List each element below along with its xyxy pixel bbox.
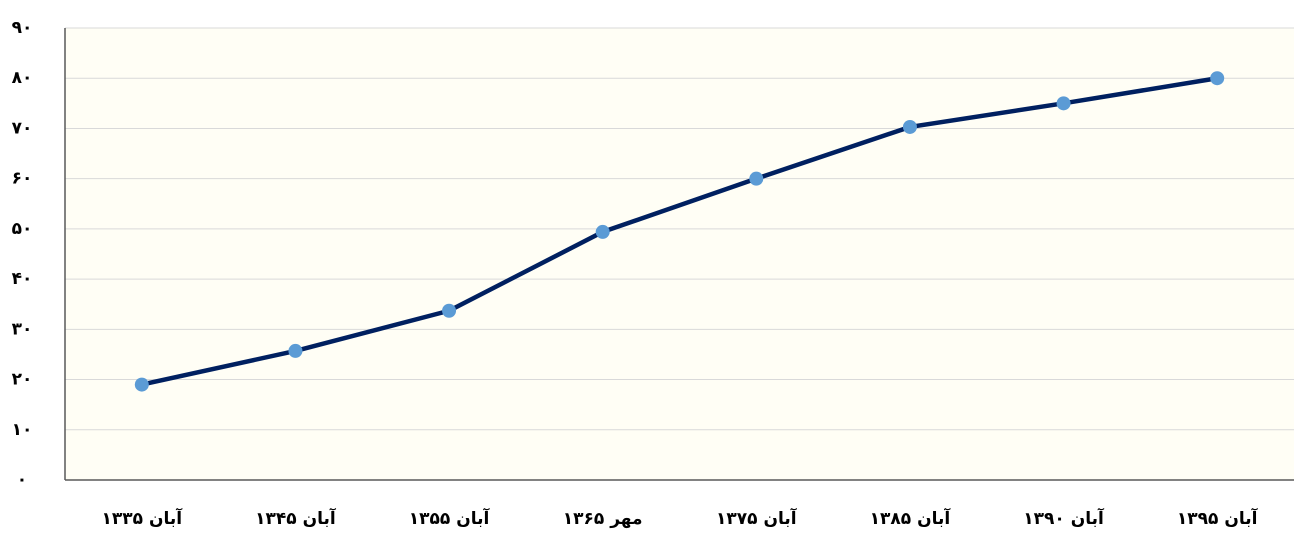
y-tick-label: ۰ xyxy=(17,470,27,490)
x-tick-label: آبان ۱۳۵۵ xyxy=(409,507,491,529)
data-point xyxy=(749,171,764,186)
data-point xyxy=(1056,96,1071,111)
y-tick-label: ۱۰ xyxy=(12,420,33,440)
data-point xyxy=(902,119,917,134)
x-tick-label: مهر ۱۳۶۵ xyxy=(563,509,643,529)
data-point xyxy=(1210,71,1225,86)
x-tick-label: آبان ۱۳۹۵ xyxy=(1177,507,1259,529)
y-tick-label: ۶۰ xyxy=(12,169,33,189)
y-tick-label: ۹۰ xyxy=(12,18,33,38)
x-tick-label: آبان ۱۳۸۵ xyxy=(870,507,952,529)
y-tick-label: ۸۰ xyxy=(12,68,33,88)
data-point xyxy=(134,377,149,392)
data-point xyxy=(288,343,303,358)
y-tick-label: ۳۰ xyxy=(12,319,33,339)
x-tick-label: آبان ۱۳۳۵ xyxy=(102,507,184,529)
series-line xyxy=(141,76,1218,387)
data-point xyxy=(595,224,610,239)
plot-area xyxy=(65,28,1294,480)
y-tick-label: ۲۰ xyxy=(12,370,33,390)
y-tick-label: ۵۰ xyxy=(12,219,33,239)
y-tick-label: ۴۰ xyxy=(12,269,33,289)
y-tick-label: ۷۰ xyxy=(12,118,33,138)
x-tick-label: آبان ۱۳۷۵ xyxy=(716,507,798,529)
x-tick-label: آبان ۱۳۹۰ xyxy=(1023,507,1105,529)
data-point xyxy=(442,303,457,318)
x-tick-label: آبان ۱۳۴۵ xyxy=(255,507,337,529)
